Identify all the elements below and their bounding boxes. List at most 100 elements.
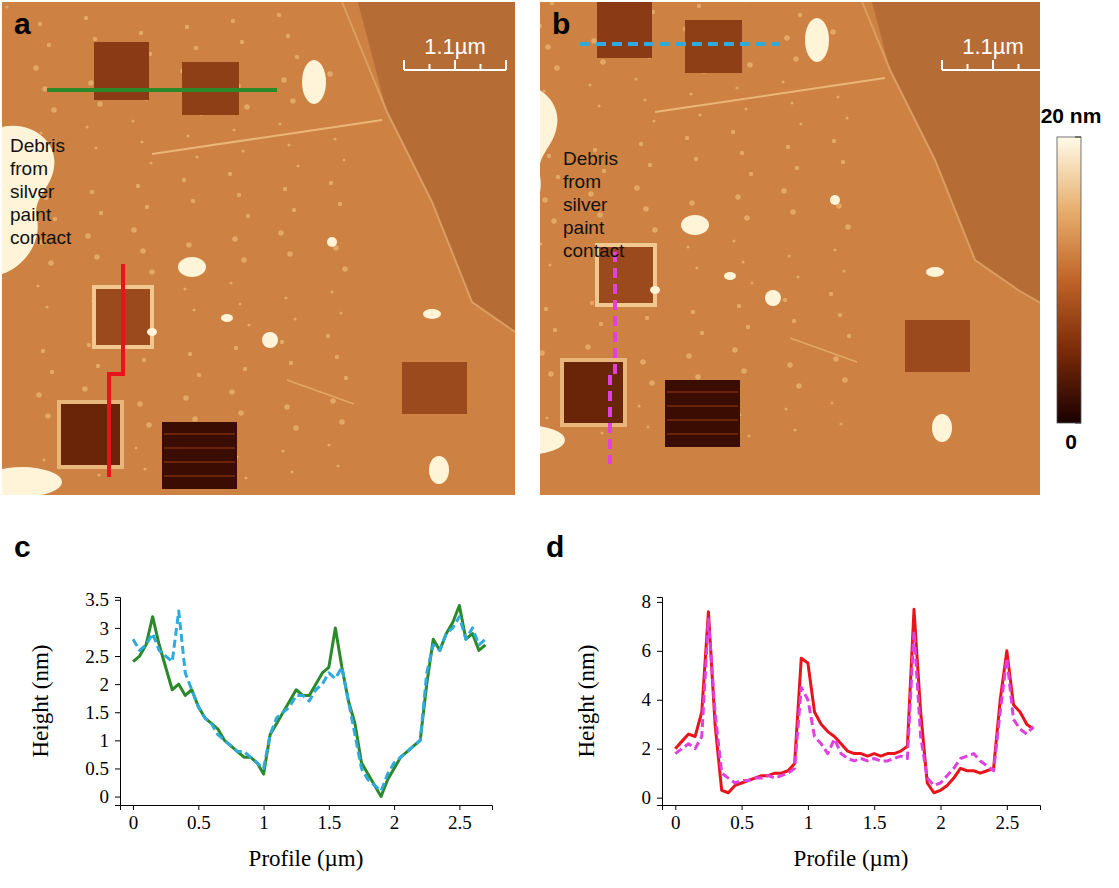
- annotation-line: from: [10, 158, 48, 179]
- tick-mark: [115, 768, 120, 769]
- tick-mark: [115, 600, 120, 601]
- speckle: [833, 248, 836, 251]
- speckle: [639, 142, 643, 146]
- speckle: [602, 169, 606, 173]
- speckle: [540, 242, 543, 245]
- tick-label: 0: [642, 787, 652, 808]
- line-chart: 00.511.522.502468Profile (µm)Height (nm)…: [546, 530, 1041, 871]
- speckle: [97, 473, 100, 476]
- speckle: [33, 65, 39, 71]
- speckle: [795, 166, 799, 170]
- speckle: [597, 104, 600, 107]
- speckle: [339, 419, 345, 425]
- speckle: [94, 254, 100, 260]
- speckle: [842, 269, 845, 272]
- speckle: [689, 200, 695, 206]
- speckle: [228, 172, 232, 176]
- annotation-line: paint: [10, 204, 52, 225]
- tick-label: 0: [129, 812, 139, 833]
- afm-image: [2, 2, 515, 495]
- speckle: [42, 458, 45, 461]
- speckle: [287, 251, 293, 257]
- particle: [932, 414, 952, 442]
- speckle: [293, 425, 299, 431]
- speckle: [540, 350, 545, 356]
- tick-label: 0.5: [730, 812, 754, 833]
- speckle: [182, 178, 186, 182]
- particle: [302, 60, 326, 104]
- speckle: [136, 184, 140, 188]
- tick-label: 0.5: [85, 758, 109, 779]
- speckle: [781, 188, 787, 194]
- speckle: [5, 5, 8, 8]
- speckle: [45, 305, 48, 308]
- tick-label: 1.5: [317, 812, 341, 833]
- speckle: [241, 149, 244, 152]
- speckle: [139, 31, 143, 35]
- tick: 4: [642, 689, 663, 710]
- speckle: [131, 119, 134, 122]
- speckle: [842, 377, 848, 383]
- tick-mark: [1007, 805, 1008, 810]
- speckle: [744, 215, 750, 221]
- tick-label: 2.5: [448, 812, 472, 833]
- speckle: [188, 352, 192, 356]
- speckle: [839, 422, 842, 425]
- tick-label: 0.5: [187, 812, 211, 833]
- tick-mark: [657, 602, 662, 603]
- speckle: [591, 38, 597, 44]
- speckle: [746, 325, 750, 329]
- plot-area: [133, 605, 485, 796]
- speckle: [281, 77, 287, 83]
- speckle: [342, 158, 345, 161]
- speckle: [185, 25, 189, 29]
- debris: [540, 80, 557, 232]
- speckle: [194, 46, 198, 50]
- speckle: [85, 125, 88, 128]
- speckle: [327, 443, 330, 446]
- speckle: [551, 218, 557, 224]
- speckle: [556, 175, 560, 179]
- speckle: [741, 260, 744, 263]
- speckle: [278, 122, 281, 125]
- speckle: [545, 44, 551, 50]
- tick-label: 1.5: [863, 812, 887, 833]
- speckle: [292, 208, 296, 212]
- speckle: [542, 197, 548, 203]
- tick-label: 2.5: [85, 646, 109, 667]
- annotation-line: paint: [563, 217, 605, 238]
- speckle: [36, 392, 42, 398]
- speckle: [798, 13, 802, 17]
- speckle: [590, 301, 594, 305]
- particle: [765, 290, 781, 306]
- particle: [724, 272, 736, 280]
- tick: 8: [642, 591, 663, 612]
- scan-stripe: [667, 391, 738, 393]
- tick-label: 2: [100, 674, 110, 695]
- tick: 0: [671, 805, 681, 833]
- annotation-line: contact: [10, 227, 72, 248]
- speckle: [686, 245, 689, 248]
- speckle: [85, 233, 91, 239]
- tick-mark: [115, 656, 120, 657]
- afm-panel: 1.1µmaDebrisfromsilverpaintcontact: [0, 0, 602, 555]
- tick: 1: [100, 730, 121, 751]
- scale-bar-tick: [941, 60, 943, 70]
- annotation: Debrisfromsilverpaintcontact: [10, 135, 72, 248]
- speckle: [799, 122, 802, 125]
- speckle: [544, 307, 548, 311]
- panel-label: c: [14, 530, 31, 563]
- tick: 2.5: [85, 646, 120, 667]
- x-axis: 00.511.522.5: [663, 805, 1041, 833]
- speckle: [634, 185, 640, 191]
- series-line: [675, 609, 1033, 793]
- speckle: [47, 43, 51, 47]
- x-axis: 00.511.522.5: [121, 805, 493, 833]
- speckle: [284, 296, 287, 299]
- speckle: [281, 449, 284, 452]
- speckle: [600, 431, 603, 434]
- speckle: [845, 116, 848, 119]
- speckle: [234, 346, 238, 350]
- speckle: [45, 413, 51, 419]
- speckle: [82, 386, 88, 392]
